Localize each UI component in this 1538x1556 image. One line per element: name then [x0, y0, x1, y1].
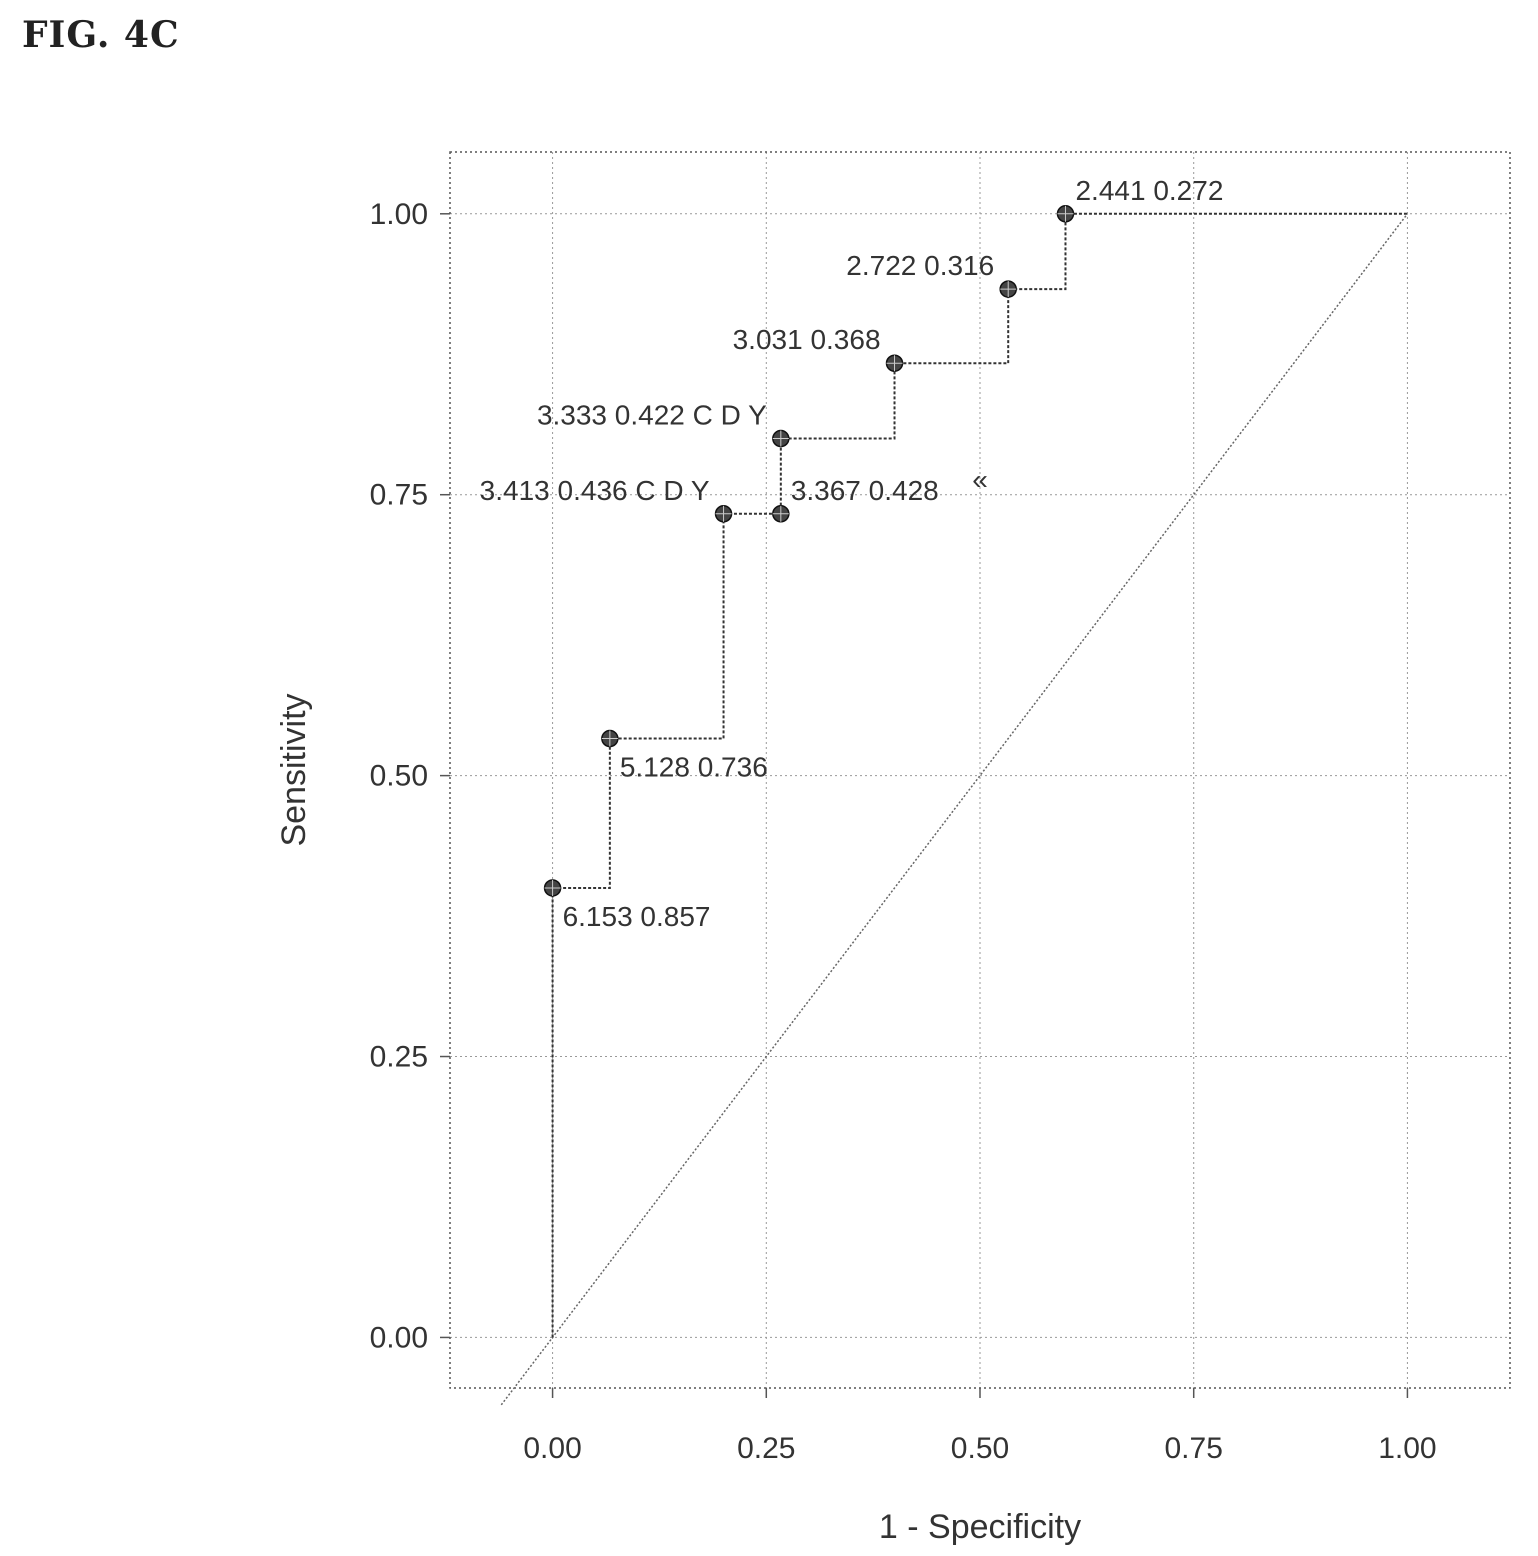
point-label: 3.367 0.428: [791, 475, 939, 506]
point-label: 5.128 0.736: [620, 752, 768, 783]
roc-point: [772, 429, 790, 448]
annotations: «: [972, 464, 988, 495]
roc-point: [772, 505, 790, 523]
point-label: 3.333 0.422 C D Y: [537, 400, 767, 431]
x-tick-label: 0.25: [737, 1432, 795, 1465]
annotation-mark: «: [972, 464, 988, 495]
roc-points: [543, 205, 1075, 897]
roc-point: [885, 354, 904, 372]
x-tick-label: 0.75: [1165, 1432, 1223, 1465]
reference-diagonal: [500, 213, 1409, 1406]
grid-lines: [450, 152, 1510, 1388]
y-ticks: 0.00 0.25 0.50 0.75 1.00: [370, 198, 450, 1354]
point-labels: 6.153 0.857 5.128 0.736 3.413 0.436 C D Y 3…: [480, 175, 1224, 932]
point-label: 3.031 0.368: [733, 324, 881, 355]
x-ticks: 0.00 0.25 0.50 0.75 1.00: [523, 1388, 1437, 1465]
roc-point: [543, 879, 562, 897]
y-tick-label: 0.25: [370, 1041, 428, 1074]
y-tick-label: 0.00: [370, 1321, 428, 1354]
roc-point: [601, 729, 619, 748]
point-label: 2.441 0.272: [1075, 175, 1223, 206]
y-tick-label: 1.00: [370, 198, 428, 231]
point-label: 3.413 0.436 C D Y: [480, 475, 710, 506]
x-tick-label: 0.50: [951, 1432, 1009, 1465]
y-axis-title: Sensitivity: [275, 693, 313, 846]
roc-point: [999, 280, 1017, 298]
point-label: 2.722 0.316: [846, 250, 994, 281]
x-axis-title: 1 - Specificity: [879, 1508, 1081, 1546]
figure-label: FIG. 4C: [22, 14, 180, 56]
x-tick-label: 1.00: [1378, 1432, 1436, 1465]
x-tick-label: 0.00: [523, 1432, 581, 1465]
roc-point: [714, 505, 733, 523]
y-tick-label: 0.50: [370, 760, 428, 793]
roc-point: [1056, 205, 1075, 223]
point-label: 6.153 0.857: [563, 901, 711, 932]
y-tick-label: 0.75: [370, 479, 428, 512]
